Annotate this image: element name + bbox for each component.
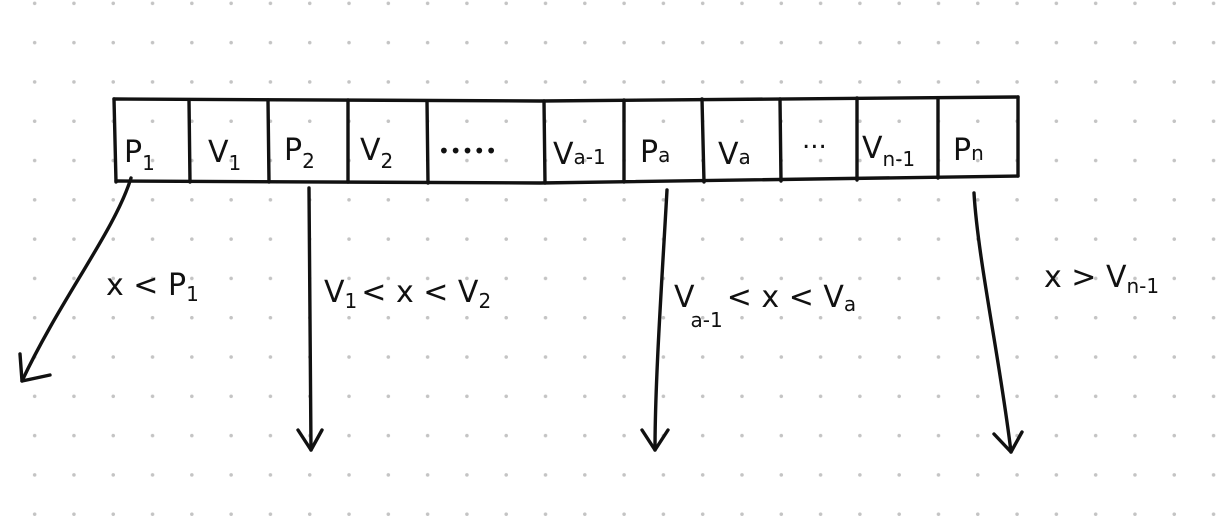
condition-x-greater-vn-1: x > Vn-1 [1044,260,1159,298]
condition-x-less-p1: x < P1 [106,268,199,306]
cell-va: Va [718,137,751,172]
cell-pn: Pn [953,133,984,168]
cell-vn-1: Vn-1 [862,131,915,171]
cell-v1: V1 [208,135,241,175]
arrow-p1 [18,176,133,383]
arrow-p2 [296,186,324,452]
pointer-arrows [18,176,1024,454]
cell-p2: P2 [284,133,315,173]
cell-va-1: Va-1 [553,137,606,172]
arrow-pa [640,188,670,452]
cell-p1: P1 [124,135,155,175]
cell-ellipsis-short: ... [802,125,827,155]
cell-pa: Pa [640,135,670,170]
cell-dividers [187,96,940,185]
cell-labels: P1 V1 P2 V2 ••••• Va-1 Pa Va ... Vn-1 Pn [124,125,984,175]
condition-v1-x-v2: V1 < x < V2 [324,275,491,313]
cell-v2: V2 [360,133,393,173]
arrow-pn [972,191,1024,454]
cell-ellipsis-long: ••••• [438,139,497,163]
